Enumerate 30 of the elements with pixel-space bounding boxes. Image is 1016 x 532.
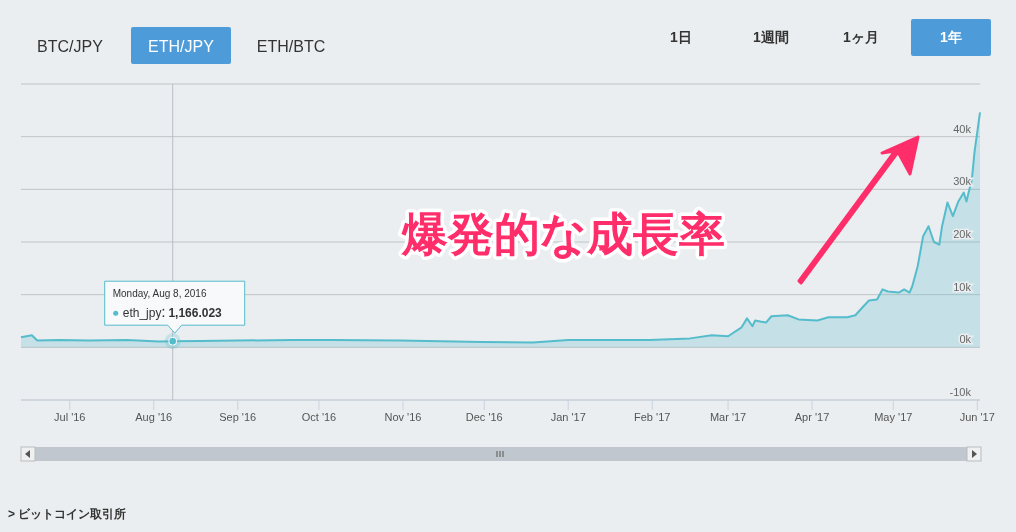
- text: ETH/BTC: [256, 38, 326, 55]
- x-tick-label: Feb '17: [634, 411, 671, 423]
- y-tick-label: 0k: [959, 333, 972, 346]
- x-tick-label: Jun '17: [959, 411, 995, 423]
- x-tick-label: Sep '16: [219, 411, 257, 423]
- x-tick-label: May '17: [874, 411, 913, 423]
- y-tick-label: 10k: [953, 280, 972, 293]
- y-tick-label: 40k: [953, 122, 972, 135]
- x-tick-label: Nov '16: [384, 411, 422, 423]
- y-tick-label: 30k: [953, 175, 972, 188]
- series-label: eth_jpy: [122, 306, 162, 321]
- x-tick-label: Dec '16: [465, 411, 503, 423]
- text: 1年: [940, 29, 962, 45]
- annotation: Monday, Aug 8, 2016: [112, 288, 207, 300]
- x-tick-label: Oct '16: [301, 411, 337, 423]
- data-label: 1,166.023: [168, 306, 223, 321]
- text: 1週間: [753, 29, 789, 45]
- text: BTC/JPY: [37, 38, 104, 55]
- x-tick-label: Apr '17: [794, 411, 830, 423]
- text: 1ヶ月: [843, 29, 879, 45]
- annotation: 爆発的な成長率: [399, 208, 725, 260]
- text: ETH/JPY: [148, 38, 215, 55]
- text: > ビットコイン取引所: [8, 507, 127, 521]
- x-tick-label: Mar '17: [709, 411, 747, 423]
- x-tick-label: Jul '16: [54, 411, 86, 423]
- y-tick-label: 20k: [953, 228, 972, 240]
- x-tick-label: Aug '16: [135, 411, 173, 423]
- y-tick-label: -10k: [949, 386, 972, 398]
- x-tick-label: Jan '17: [550, 411, 586, 423]
- text: 1日: [670, 29, 692, 45]
